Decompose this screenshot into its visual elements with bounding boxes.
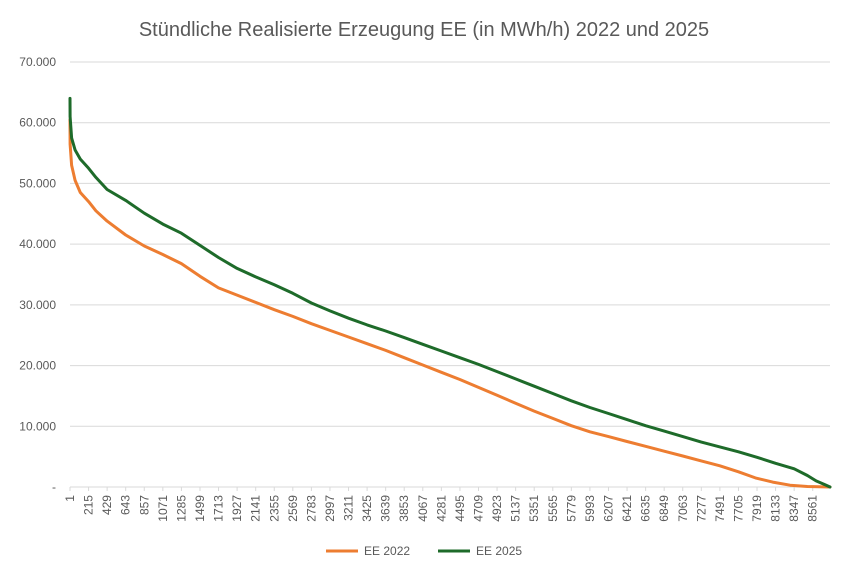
y-tick-label: - <box>52 480 56 494</box>
x-tick-label: 7063 <box>676 495 690 522</box>
x-tick-label: 5993 <box>583 495 597 522</box>
x-tick-label: 3425 <box>360 495 374 522</box>
x-tick-label: 1071 <box>156 495 170 522</box>
series-line-ee-2025 <box>68 96 832 489</box>
y-tick-label: 10.000 <box>19 419 56 433</box>
x-tick-label: 5779 <box>564 495 578 522</box>
x-tick-label: 4923 <box>490 495 504 522</box>
x-tick-label: 6207 <box>601 495 615 522</box>
x-tick-label: 1285 <box>174 495 188 522</box>
x-tick-label: 6421 <box>620 495 634 522</box>
legend: EE 2022 EE 2025 <box>326 544 522 558</box>
x-tick-label: 3211 <box>342 495 356 521</box>
x-tick-label: 6635 <box>639 495 653 522</box>
x-tick-label: 7705 <box>731 495 745 522</box>
x-tick-label: 8347 <box>787 495 801 522</box>
series-line-ee-2022 <box>68 118 832 489</box>
x-tick-label: 2997 <box>323 495 337 522</box>
legend-label: EE 2025 <box>476 544 522 558</box>
chart-title: Stündliche Realisierte Erzeugung EE (in … <box>139 19 709 41</box>
y-tick-label: 60.000 <box>19 116 56 130</box>
x-tick-label: 4281 <box>434 495 448 522</box>
y-axis-ticks: - 10.000 20.000 30.000 40.000 50.000 60.000 70.… <box>19 55 56 494</box>
y-tick-label: 20.000 <box>19 359 56 373</box>
x-tick-label: 8561 <box>806 495 820 522</box>
x-tick-label: 8133 <box>769 495 783 522</box>
x-tick-label: 1927 <box>230 495 244 522</box>
x-tick-label: 4067 <box>416 495 430 522</box>
x-tick-label: 4709 <box>472 495 486 522</box>
y-tick-label: 50.000 <box>19 176 56 190</box>
x-tick-label: 6849 <box>657 495 671 522</box>
x-tick-label: 1 <box>63 495 77 502</box>
y-tick-label: 70.000 <box>19 55 56 69</box>
x-tick-label: 7491 <box>713 495 727 522</box>
x-tick-label: 5565 <box>546 495 560 522</box>
x-tick-label: 7919 <box>750 495 764 522</box>
x-tick-label: 857 <box>137 495 151 515</box>
x-tick-label: 2141 <box>249 495 263 522</box>
x-tick-label: 1499 <box>193 495 207 522</box>
x-tick-label: 215 <box>82 495 96 515</box>
series-group <box>68 96 832 489</box>
x-tick-label: 2783 <box>304 495 318 522</box>
x-tick-label: 7277 <box>694 495 708 522</box>
x-axis-ticks: 1 215 429 643 857 1071 1285 1499 1713 1927 2141 235… <box>63 487 820 522</box>
x-tick-label: 2355 <box>267 495 281 522</box>
x-tick-label: 1713 <box>212 495 226 522</box>
x-tick-label: 429 <box>100 495 114 515</box>
y-tick-label: 30.000 <box>19 298 56 312</box>
x-tick-label: 4495 <box>453 495 467 522</box>
x-tick-label: 3639 <box>379 495 393 522</box>
legend-label: EE 2022 <box>364 544 410 558</box>
x-tick-label: 5137 <box>509 495 523 522</box>
y-tick-label: 40.000 <box>19 237 56 251</box>
x-tick-label: 5351 <box>527 495 541 522</box>
x-tick-label: 2569 <box>286 495 300 522</box>
x-tick-label: 643 <box>119 495 133 515</box>
x-tick-label: 3853 <box>397 495 411 522</box>
